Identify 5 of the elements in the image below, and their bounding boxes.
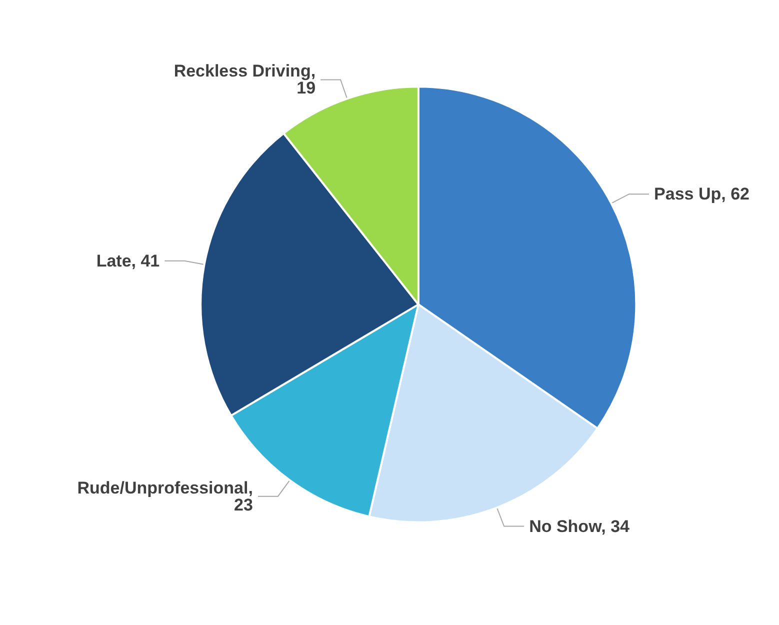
data-label: Late, 41 [96, 251, 160, 270]
data-label: Pass Up, 62 [654, 184, 750, 204]
data-label: Rude/Unprofessional, 23 [77, 478, 253, 514]
data-label: No Show, 34 [529, 516, 630, 536]
data-label: Reckless Driving, 19 [174, 62, 316, 98]
